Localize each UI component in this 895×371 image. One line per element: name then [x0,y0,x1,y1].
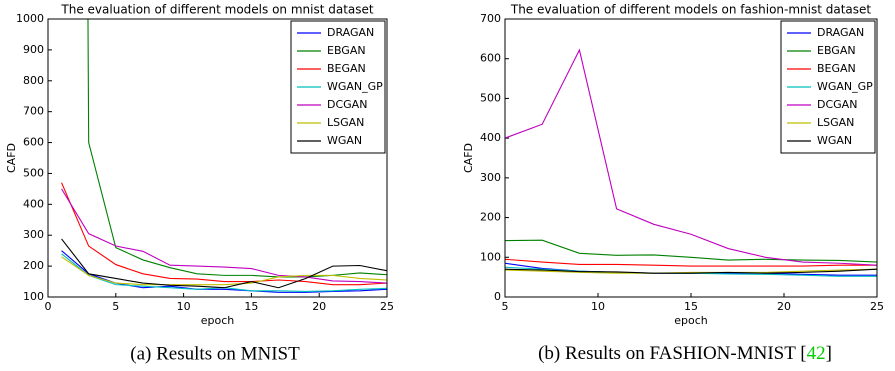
x-tick-label: 10 [177,300,191,313]
series-line [505,239,877,263]
x-tick-label: 10 [591,300,605,313]
legend-label: DCGAN [327,98,367,111]
lines [505,48,877,277]
legend-label: WGAN_GP [327,80,383,93]
legend-label: LSGAN [327,116,364,129]
y-tick-label: 500 [480,91,501,104]
y-tick-label: 400 [480,131,501,144]
legend-label: DCGAN [817,98,857,111]
y-tick-label: 900 [23,43,44,56]
y-tick-label: 500 [23,166,44,179]
x-tick-label: 20 [777,300,791,313]
y-axis-label: CAFD [5,143,18,173]
series-line [61,182,387,286]
y-tick-label: 200 [23,259,44,272]
y-tick-label: 0 [494,290,501,303]
legend-label: WGAN_GP [817,80,873,93]
legend-label: WGAN [327,134,362,147]
x-axis-label: epoch [201,314,235,327]
series-line [61,188,387,284]
x-tick-label: 15 [244,300,258,313]
legend-label: EBGAN [327,44,366,57]
series-line [505,268,877,274]
y-tick-label: 700 [480,12,501,25]
legend-label: EBGAN [817,44,856,57]
legend-label: LSGAN [817,116,854,129]
y-tick-label: 300 [480,171,501,184]
plot-frame [47,18,388,298]
caption-part: 42 [807,343,826,364]
chart: The evaluation of different models on fa… [462,3,884,365]
legend-label: BEGAN [817,62,856,75]
caption-part: (b) Results on FASHION-MNIST [ [538,343,806,364]
series-line [505,258,877,267]
y-tick-label: 600 [480,52,501,65]
y-tick-label: 300 [23,228,44,241]
x-tick-label: 0 [45,300,52,313]
y-tick-label: 800 [23,74,44,87]
caption-part: ] [826,343,832,364]
chart-title: The evaluation of different models on fa… [510,3,872,17]
y-axis-label: CAFD [462,143,475,173]
legend-box [290,20,386,154]
x-axis-label: epoch [674,314,708,327]
x-tick-label: 20 [312,300,326,313]
legend-label: DRAGAN [327,26,374,39]
chart-title: The evaluation of different models on mn… [60,3,373,17]
caption: (b) Results on FASHION-MNIST [42] [538,343,832,364]
y-tick-label: 600 [23,136,44,149]
series-line [61,238,387,289]
lines [61,19,387,293]
legend-label: DRAGAN [817,26,864,39]
y-tick-label: 700 [23,105,44,118]
y-tick-label: 400 [23,197,44,210]
series-line [61,256,387,286]
y-tick-label: 200 [480,211,501,224]
legend-label: BEGAN [327,62,366,75]
legend-label: WGAN [817,134,852,147]
x-tick-label: 5 [112,300,119,313]
y-tick-label: 100 [480,250,501,263]
x-tick-label: 5 [502,300,509,313]
series-line [505,48,877,266]
caption: (a) Results on MNIST [130,343,300,364]
y-tick-label: 1000 [16,12,44,25]
y-tick-label: 100 [23,290,44,303]
chart: The evaluation of different models on mn… [5,3,394,365]
x-tick-label: 25 [380,300,394,313]
x-tick-label: 25 [870,300,884,313]
x-tick-label: 15 [684,300,698,313]
series-line [505,268,877,274]
plot-frame [504,18,878,298]
